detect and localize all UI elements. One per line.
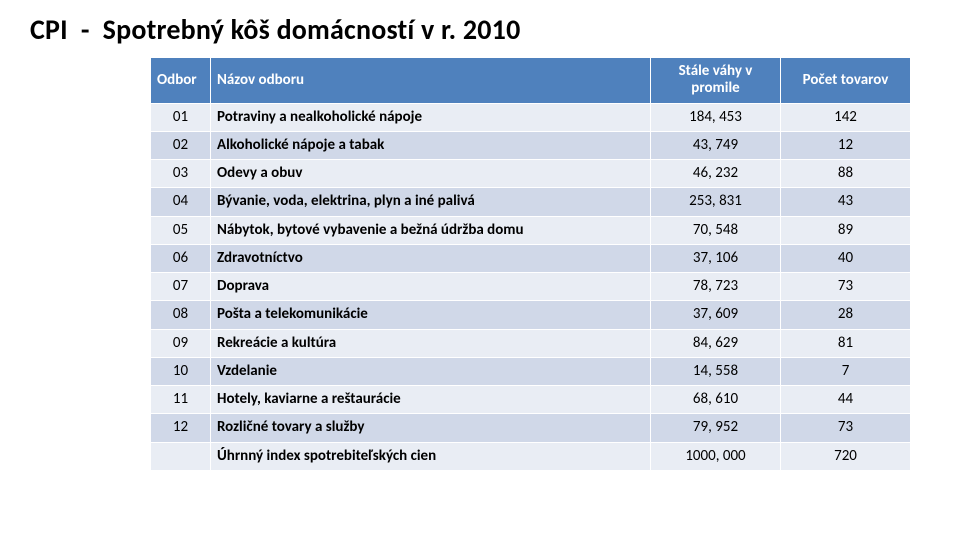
table-row: 09Rekreácie a kultúra84, 62981 [151,329,911,357]
table-row: 11Hotely, kaviarne a reštaurácie68, 6104… [151,386,911,414]
table-row: 03Odevy a obuv46, 23288 [151,160,911,188]
cell-weight: 43, 749 [651,131,781,159]
col-header-name: Názov odboru [211,58,651,104]
cell-weight: 46, 232 [651,160,781,188]
cell-name: Rozličné tovary a služby [211,414,651,442]
cell-name: Pošta a telekomunikácie [211,301,651,329]
cell-name: Úhrnný index spotrebiteľských cien [211,442,651,470]
cell-weight: 37, 609 [651,301,781,329]
cell-weight: 184, 453 [651,103,781,131]
table-row: 05Nábytok, bytové vybavenie a bežná údrž… [151,216,911,244]
table-row: 10Vzdelanie14, 5587 [151,357,911,385]
cell-code: 08 [151,301,211,329]
cell-code [151,442,211,470]
page-title: CPI - Spotrebný kôš domácností v r. 2010 [30,12,930,47]
cell-count: 73 [781,414,911,442]
table-row: 08Pošta a telekomunikácie37, 60928 [151,301,911,329]
cell-count: 28 [781,301,911,329]
cell-weight: 37, 106 [651,244,781,272]
table-row: 04Bývanie, voda, elektrina, plyn a iné p… [151,188,911,216]
cell-name: Hotely, kaviarne a reštaurácie [211,386,651,414]
cell-code: 11 [151,386,211,414]
table-row: 07Doprava78, 72373 [151,273,911,301]
cell-count: 81 [781,329,911,357]
cell-code: 02 [151,131,211,159]
table-header-row: Odbor Názov odboru Stále váhy v promile … [151,58,911,104]
table-row: Úhrnný index spotrebiteľských cien1000, … [151,442,911,470]
cell-code: 06 [151,244,211,272]
table-row: 02Alkoholické nápoje a tabak43, 74912 [151,131,911,159]
cell-count: 142 [781,103,911,131]
cell-weight: 1000, 000 [651,442,781,470]
cell-code: 03 [151,160,211,188]
cell-name: Zdravotníctvo [211,244,651,272]
cell-name: Doprava [211,273,651,301]
cell-name: Potraviny a nealkoholické nápoje [211,103,651,131]
cell-weight: 253, 831 [651,188,781,216]
cell-weight: 78, 723 [651,273,781,301]
cell-name: Bývanie, voda, elektrina, plyn a iné pal… [211,188,651,216]
cell-count: 7 [781,357,911,385]
table-row: 01Potraviny a nealkoholické nápoje184, 4… [151,103,911,131]
cell-weight: 14, 558 [651,357,781,385]
cell-count: 44 [781,386,911,414]
col-header-count: Počet tovarov [781,58,911,104]
col-header-weight: Stále váhy v promile [651,58,781,104]
cell-count: 88 [781,160,911,188]
cell-name: Vzdelanie [211,357,651,385]
cell-weight: 70, 548 [651,216,781,244]
table-row: 12Rozličné tovary a služby79, 95273 [151,414,911,442]
cell-name: Nábytok, bytové vybavenie a bežná údržba… [211,216,651,244]
cell-count: 720 [781,442,911,470]
cell-code: 04 [151,188,211,216]
cell-name: Alkoholické nápoje a tabak [211,131,651,159]
cell-code: 01 [151,103,211,131]
cell-code: 12 [151,414,211,442]
cell-count: 12 [781,131,911,159]
table-row: 06Zdravotníctvo37, 10640 [151,244,911,272]
cell-weight: 84, 629 [651,329,781,357]
cell-count: 40 [781,244,911,272]
cell-count: 43 [781,188,911,216]
cell-code: 07 [151,273,211,301]
col-header-code: Odbor [151,58,211,104]
cell-count: 73 [781,273,911,301]
cell-code: 10 [151,357,211,385]
cell-weight: 68, 610 [651,386,781,414]
cell-weight: 79, 952 [651,414,781,442]
cell-name: Odevy a obuv [211,160,651,188]
cell-code: 05 [151,216,211,244]
cell-count: 89 [781,216,911,244]
cell-code: 09 [151,329,211,357]
cell-name: Rekreácie a kultúra [211,329,651,357]
cpi-table: Odbor Názov odboru Stále váhy v promile … [150,57,911,471]
